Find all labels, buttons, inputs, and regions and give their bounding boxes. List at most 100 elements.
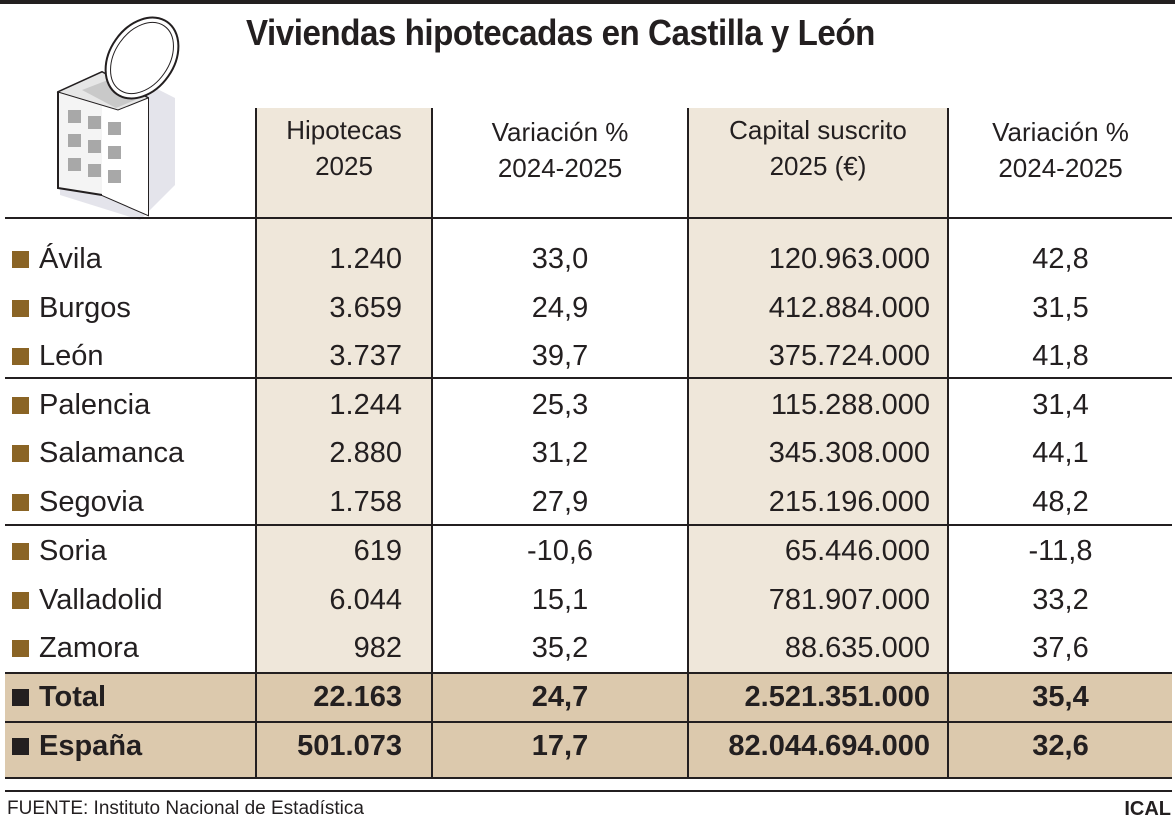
cell-var-cap: 31,5 <box>1032 292 1089 324</box>
group-divider <box>5 524 1172 526</box>
header-line: Variación % <box>992 117 1129 147</box>
province-name: Salamanca <box>39 437 185 469</box>
cell-capital: 345.308.000 <box>768 437 930 469</box>
province-name: Ávila <box>39 243 102 275</box>
totals-divider <box>5 672 1172 674</box>
square-bullet-icon <box>12 737 29 755</box>
group-divider <box>5 377 1172 379</box>
square-bullet-icon <box>12 591 29 609</box>
province-name: España <box>39 730 143 762</box>
row-label: Zamora <box>12 628 139 668</box>
header-divider <box>5 217 1172 219</box>
cell-var-hip: 31,2 <box>531 437 589 469</box>
table-bottom <box>5 777 1172 779</box>
row-label: Segovia <box>12 482 144 522</box>
cell-var-cap: 31,4 <box>1032 389 1089 421</box>
cell-capital: 412.884.000 <box>768 292 930 324</box>
province-name: Total <box>39 681 107 713</box>
header-var-hipotecas: Variación % 2024-2025 <box>432 114 688 186</box>
cell-var-hip: 35,2 <box>531 632 589 664</box>
cell-hipotecas: 22.163 <box>313 681 402 713</box>
cell-capital: 115.288.000 <box>770 389 930 421</box>
cell-var-cap: 32,6 <box>1032 730 1089 762</box>
cell-var-hip: 33,0 <box>531 243 589 275</box>
row-label: Valladolid <box>12 580 163 620</box>
header-line: Capital suscrito <box>729 115 907 145</box>
cell-capital: 120.963.000 <box>768 243 930 275</box>
cell-var-hip: 24,9 <box>531 292 589 324</box>
square-bullet-icon <box>12 444 29 462</box>
square-bullet-icon <box>12 639 29 657</box>
cell-var-cap: -11,8 <box>1028 535 1093 567</box>
cell-var-cap: 33,2 <box>1032 584 1089 616</box>
totals-divider <box>5 721 1172 723</box>
footer-rule <box>5 790 1172 792</box>
top-rule <box>0 0 1175 4</box>
cell-var-hip: -10,6 <box>526 535 594 567</box>
cell-capital: 781.907.000 <box>768 584 930 616</box>
cell-hipotecas: 982 <box>353 632 402 664</box>
province-name: Segovia <box>39 486 144 518</box>
cell-capital: 215.196.000 <box>768 486 930 518</box>
cell-hipotecas: 3.737 <box>329 340 402 372</box>
cell-var-cap: 48,2 <box>1032 486 1089 518</box>
page-title: Viviendas hipotecadas en Castilla y León <box>246 12 875 53</box>
cell-var-cap: 41,8 <box>1032 340 1089 372</box>
row-label: Ávila <box>12 239 102 279</box>
cell-capital: 65.446.000 <box>784 535 930 567</box>
square-bullet-icon <box>12 250 29 268</box>
cell-capital: 375.724.000 <box>768 340 930 372</box>
header-line: 2025 <box>315 151 373 181</box>
header-line: Variación % <box>491 117 629 147</box>
square-bullet-icon <box>12 542 29 560</box>
cell-hipotecas: 1.758 <box>329 486 402 518</box>
province-name: Zamora <box>39 632 139 664</box>
header-line: 2025 (€) <box>769 151 867 181</box>
row-label: Salamanca <box>12 433 184 473</box>
header-line: Hipotecas <box>286 115 402 145</box>
cell-hipotecas: 3.659 <box>329 292 402 324</box>
row-label: León <box>12 336 104 376</box>
row-label: Soria <box>12 531 107 571</box>
cell-var-hip: 27,9 <box>531 486 589 518</box>
header-hipotecas: Hipotecas 2025 <box>256 112 432 184</box>
cell-var-hip: 24,7 <box>531 681 589 713</box>
column-shade-hipotecas <box>256 108 432 673</box>
province-name: Palencia <box>39 389 151 421</box>
cell-capital: 2.521.351.000 <box>744 681 930 713</box>
header-line: 2024-2025 <box>998 153 1123 183</box>
column-divider <box>687 108 689 779</box>
square-bullet-icon <box>12 299 29 317</box>
cell-var-hip: 15,1 <box>531 584 589 616</box>
province-name: Valladolid <box>39 584 163 616</box>
cell-var-hip: 25,3 <box>531 389 589 421</box>
header-capital: Capital suscrito 2025 (€) <box>688 112 948 184</box>
credit-label: ICAL <box>1124 798 1171 820</box>
row-label: Burgos <box>12 288 131 328</box>
square-bullet-icon <box>12 396 29 414</box>
building-coin-icon <box>56 16 180 220</box>
column-shade-capital <box>688 108 948 673</box>
province-name: Burgos <box>39 292 131 324</box>
province-name: León <box>39 340 104 372</box>
cell-var-hip: 39,7 <box>531 340 589 372</box>
cell-capital: 82.044.694.000 <box>728 730 930 762</box>
totals-shade <box>5 673 1172 778</box>
cell-var-cap: 44,1 <box>1032 437 1089 469</box>
cell-hipotecas: 2.880 <box>329 437 402 469</box>
square-bullet-icon <box>12 347 29 365</box>
cell-capital: 88.635.000 <box>784 632 930 664</box>
cell-hipotecas: 619 <box>353 535 402 567</box>
square-bullet-icon <box>12 493 29 511</box>
cell-var-cap: 42,8 <box>1032 243 1089 275</box>
cell-hipotecas: 501.073 <box>297 730 402 762</box>
column-divider <box>431 108 433 779</box>
header-var-capital: Variación % 2024-2025 <box>948 114 1173 186</box>
row-label: Palencia <box>12 385 150 425</box>
column-divider <box>947 108 949 779</box>
cell-hipotecas: 1.244 <box>329 389 402 421</box>
column-divider <box>255 108 257 779</box>
province-name: Soria <box>39 535 107 567</box>
cell-var-cap: 37,6 <box>1032 632 1089 664</box>
source-note: FUENTE: Instituto Nacional de Estadístic… <box>7 798 364 819</box>
